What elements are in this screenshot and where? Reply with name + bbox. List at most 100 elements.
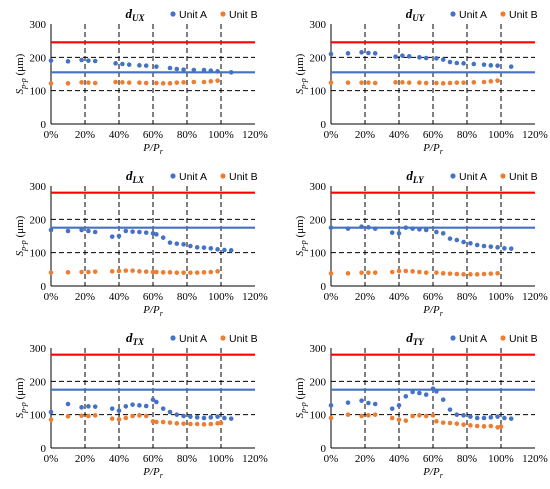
data-point-unit-b (417, 80, 422, 85)
data-point-unit-b (194, 421, 200, 427)
x-axis-label: P/Pr (142, 466, 164, 480)
data-point-unit-b (366, 270, 371, 275)
x-tick-label: 80% (177, 129, 197, 141)
data-point-unit-b (372, 412, 378, 417)
y-tick-label: 0 (321, 281, 327, 293)
data-point-unit-a (154, 232, 159, 237)
y-tick-label: 100 (310, 86, 327, 98)
data-point-unit-b (440, 81, 446, 86)
x-tick-label: 0% (324, 291, 339, 303)
data-point-unit-b (215, 421, 220, 426)
data-point-unit-a (461, 239, 466, 245)
data-point-unit-a (461, 61, 466, 66)
x-tick-label: 100% (208, 129, 234, 141)
x-tick-label: 120% (242, 291, 268, 303)
x-tick-label: 60% (423, 129, 443, 141)
x-tick-label: 40% (109, 291, 129, 303)
legend: Unit A Unit B (170, 333, 258, 345)
x-tick-label: 80% (457, 129, 477, 141)
y-axis-label: Sp-p (μm) (294, 215, 308, 256)
data-point-unit-a (372, 226, 378, 231)
data-point-unit-b (194, 270, 200, 275)
y-tick-label: 200 (30, 376, 47, 388)
data-point-unit-a (181, 67, 186, 72)
data-point-unit-b (123, 268, 129, 273)
data-point-unit-b (86, 269, 91, 275)
data-point-unit-b (410, 269, 415, 274)
data-point-unit-a (201, 415, 207, 421)
data-point-unit-a (79, 57, 84, 63)
data-point-unit-a (447, 59, 453, 65)
data-point-unit-b (417, 269, 422, 275)
data-point-unit-b (396, 268, 402, 274)
data-point-unit-a (454, 237, 460, 243)
data-point-unit-a (328, 403, 334, 408)
data-point-unit-b (150, 419, 156, 424)
panel-dtx: 0 100 200 300 0% 20% 40% 60% 80% 100% 120% P/Pr Sp-p… (14, 330, 268, 480)
data-point-unit-a (481, 62, 487, 67)
data-point-unit-a (160, 235, 166, 240)
data-point-unit-a (86, 404, 91, 409)
data-point-unit-b (48, 81, 54, 86)
legend-label-unit-b: Unit B (509, 9, 538, 21)
data-point-unit-b (188, 421, 193, 427)
data-point-unit-a (154, 399, 159, 405)
data-point-unit-b (160, 81, 166, 86)
panel-duy: 0 100 200 300 0% 20% 40% 60% 80% 100% 120% P/Pr Sp-p… (294, 6, 548, 156)
data-point-unit-a (215, 414, 220, 419)
data-point-unit-b (434, 270, 439, 275)
data-point-unit-a (201, 67, 207, 73)
data-point-unit-b (86, 413, 91, 419)
data-point-unit-a (508, 64, 514, 69)
data-point-unit-a (423, 55, 429, 61)
x-tick-label: 60% (143, 129, 163, 141)
x-tick-label: 0% (324, 129, 339, 141)
data-point-unit-a (481, 243, 487, 249)
y-tick-label: 200 (30, 214, 47, 226)
data-point-unit-a (174, 66, 180, 72)
data-point-unit-a (130, 402, 135, 407)
x-tick-label: 80% (457, 291, 477, 303)
data-point-unit-a (215, 247, 220, 252)
data-point-unit-b (423, 413, 429, 419)
legend-label-unit-b: Unit B (229, 333, 258, 345)
data-point-unit-b (126, 80, 132, 85)
data-point-unit-b (65, 270, 71, 275)
data-point-unit-b (461, 80, 466, 85)
data-point-unit-b (79, 80, 84, 85)
legend-marker-unit-a (170, 11, 176, 17)
x-tick-label: 120% (242, 453, 268, 465)
data-point-unit-a (92, 404, 98, 409)
data-point-unit-b (143, 269, 149, 274)
data-point-unit-b (488, 79, 494, 84)
data-point-unit-b (174, 421, 180, 426)
data-point-unit-b (92, 413, 98, 418)
x-tick-label: 0% (44, 453, 59, 465)
data-point-unit-a (417, 390, 422, 396)
data-point-unit-a (86, 228, 91, 234)
data-point-unit-a (228, 248, 234, 253)
x-tick-label: 100% (488, 291, 514, 303)
y-axis-label: Sp-p (μm) (294, 377, 308, 418)
y-tick-label: 300 (310, 19, 327, 31)
y-axis-label: Sp-p (μm) (14, 377, 28, 418)
data-point-unit-a (440, 397, 446, 402)
data-point-unit-b (65, 414, 71, 419)
data-point-unit-a (359, 224, 364, 229)
data-point-unit-b (396, 417, 402, 422)
data-point-unit-b (410, 413, 415, 419)
data-point-unit-b (481, 79, 487, 85)
data-point-unit-b (116, 268, 122, 274)
data-point-unit-b (92, 80, 98, 86)
x-tick-label: 40% (109, 453, 129, 465)
data-point-unit-b (366, 80, 371, 85)
data-point-unit-b (468, 423, 473, 428)
data-point-unit-b (154, 80, 159, 86)
data-point-unit-a (167, 409, 173, 415)
data-point-unit-a (406, 54, 412, 59)
y-tick-label: 100 (310, 248, 327, 260)
y-tick-label: 100 (30, 86, 47, 98)
data-point-unit-a (393, 54, 398, 59)
x-tick-label: 120% (242, 129, 268, 141)
